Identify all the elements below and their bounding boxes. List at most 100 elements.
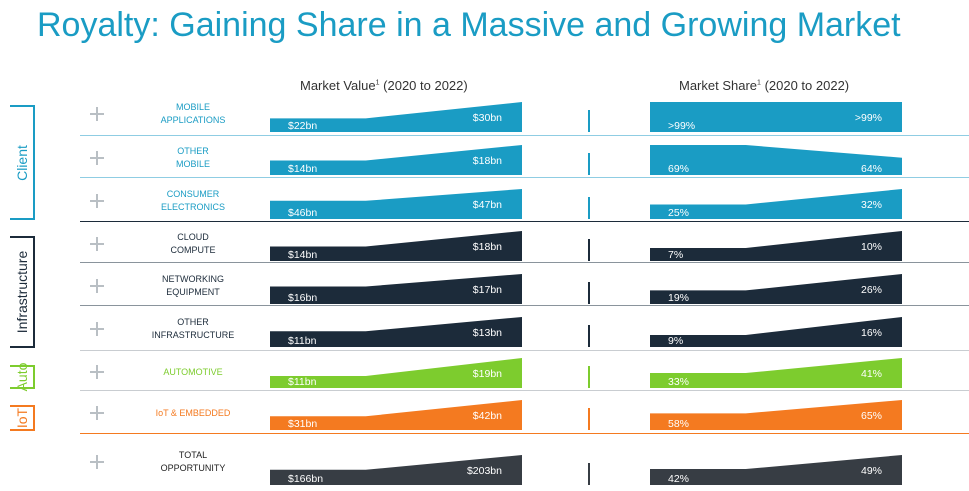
share-2022-label: 65% (861, 410, 882, 422)
column-divider (588, 153, 590, 175)
share-2020-label: 58% (668, 418, 689, 430)
page-title: Royalty: Gaining Share in a Massive and … (37, 6, 901, 44)
share-2020-label: 7% (668, 249, 683, 261)
group-label: Client (13, 144, 30, 181)
market-value-band: $11bn $13bn (270, 317, 522, 347)
expand-plus-icon[interactable] (90, 237, 104, 251)
value-2022-label: $42bn (473, 410, 502, 422)
market-share-band: >99% >99% (650, 102, 902, 132)
share-2022-label: 64% (861, 163, 882, 175)
market-value-area (270, 358, 522, 388)
market-share-area (650, 400, 902, 430)
expand-plus-icon[interactable] (90, 151, 104, 165)
value-2022-label: $19bn (473, 368, 502, 380)
segment-label: TOTAL OPPORTUNITY (160, 450, 226, 473)
market-share-area (650, 358, 902, 388)
share-2020-label: >99% (668, 120, 695, 132)
share-2022-label: >99% (855, 112, 882, 124)
row-divider (80, 262, 969, 263)
share-2020-label: 9% (668, 335, 683, 347)
column-divider (588, 239, 590, 261)
value-2022-label: $17bn (473, 284, 502, 296)
expand-plus-icon[interactable] (90, 107, 104, 121)
share-2022-label: 10% (861, 241, 882, 253)
segment-row: CONSUMER ELECTRONICS $46bn $47bn 25% 32% (78, 180, 969, 222)
value-2022-label: $18bn (473, 241, 502, 253)
market-value-area (270, 274, 522, 304)
share-2020-label: 69% (668, 163, 689, 175)
value-2022-label: $30bn (473, 112, 502, 124)
market-share-area (650, 274, 902, 304)
row-divider (80, 221, 969, 222)
value-2020-label: $14bn (288, 163, 317, 175)
share-2022-label: 26% (861, 284, 882, 296)
market-share-area (650, 102, 902, 132)
market-share-area (650, 317, 902, 347)
column-divider (588, 366, 590, 388)
market-share-band: 33% 41% (650, 358, 902, 388)
segment-row: MOBILE APPLICATIONS $22bn $30bn >99% >99% (78, 93, 969, 135)
expand-plus-icon[interactable] (90, 406, 104, 420)
expand-plus-icon[interactable] (90, 365, 104, 379)
value-2022-label: $47bn (473, 199, 502, 211)
segment-label: OTHER MOBILE (175, 146, 210, 169)
market-value-band: $22bn $30bn (270, 102, 522, 132)
market-value-area (270, 189, 522, 219)
expand-plus-icon[interactable] (90, 455, 104, 469)
value-2020-label: $22bn (288, 120, 317, 132)
segment-label: CONSUMER ELECTRONICS (160, 189, 225, 212)
market-share-band: 7% 10% (650, 231, 902, 261)
group-bracket: Infrastructure (10, 236, 35, 348)
segment-row: OTHER MOBILE $14bn $18bn 69% 64% (78, 138, 969, 178)
expand-plus-icon[interactable] (90, 279, 104, 293)
expand-plus-icon[interactable] (90, 322, 104, 336)
value-2020-label: $11bn (288, 335, 317, 347)
row-divider (80, 350, 969, 351)
segment-row: AUTOMOTIVE $11bn $19bn 33% 41% (78, 353, 969, 391)
market-value-band: $31bn $42bn (270, 400, 522, 430)
share-2022-label: 41% (861, 368, 882, 380)
segment-label: MOBILE APPLICATIONS (160, 102, 226, 125)
market-share-band: 69% 64% (650, 145, 902, 175)
market-share-label: Market Share (679, 78, 758, 93)
footnote-marker: 1 (375, 79, 380, 87)
row-divider (80, 135, 969, 136)
market-share-band: 19% 26% (650, 274, 902, 304)
market-share-period: (2020 to 2022) (760, 78, 850, 93)
column-divider (588, 408, 590, 430)
market-value-area (270, 231, 522, 261)
value-2020-label: $166bn (288, 473, 323, 485)
column-divider (588, 463, 590, 485)
market-value-period: (2020 to 2022) (379, 78, 468, 93)
share-2020-label: 19% (668, 292, 689, 304)
market-value-area (270, 400, 522, 430)
market-value-header: Market Value1 (2020 to 2022) (300, 78, 468, 93)
market-value-band: $46bn $47bn (270, 189, 522, 219)
market-share-band: 58% 65% (650, 400, 902, 430)
segment-row: CLOUD COMPUTE $14bn $18bn 7% 10% (78, 224, 969, 264)
segment-label: AUTOMOTIVE (163, 366, 223, 377)
market-share-band: 42% 49% (650, 455, 902, 485)
value-2022-label: $13bn (473, 327, 502, 339)
segment-row: TOTAL OPPORTUNITY $166bn $203bn 42% 49% (78, 436, 969, 488)
row-divider (80, 305, 969, 306)
market-share-area (650, 455, 902, 485)
column-divider (588, 197, 590, 219)
market-share-area (650, 189, 902, 219)
segment-row: OTHER INFRASTRUCTURE $11bn $13bn 9% 16% (78, 308, 969, 350)
value-2020-label: $46bn (288, 207, 317, 219)
value-2020-label: $14bn (288, 249, 317, 261)
group-bracket: Client (10, 105, 35, 220)
column-divider (588, 325, 590, 347)
segment-label: NETWORKING EQUIPMENT (162, 274, 224, 297)
row-divider (80, 390, 969, 391)
market-value-band: $166bn $203bn (270, 455, 522, 485)
market-value-band: $14bn $18bn (270, 231, 522, 261)
segment-row: NETWORKING EQUIPMENT $16bn $17bn 19% 26% (78, 265, 969, 307)
share-2020-label: 42% (668, 473, 689, 485)
group-label: Auto (13, 362, 30, 392)
row-divider (80, 177, 969, 178)
value-2020-label: $31bn (288, 418, 317, 430)
market-share-band: 25% 32% (650, 189, 902, 219)
expand-plus-icon[interactable] (90, 194, 104, 208)
